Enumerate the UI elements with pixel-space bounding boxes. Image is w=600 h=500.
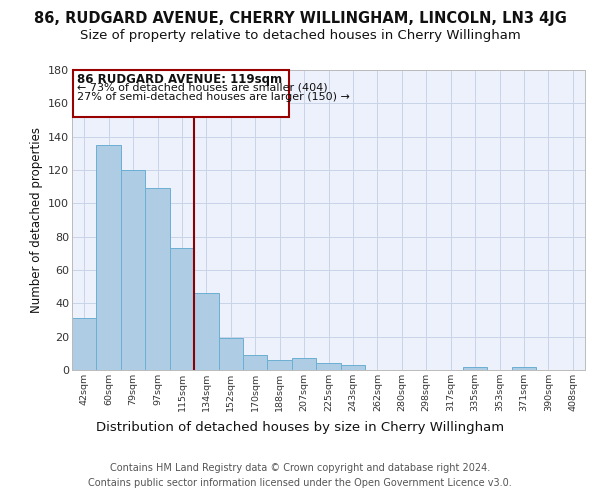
Bar	[97, 145, 121, 370]
Text: 86, RUDGARD AVENUE, CHERRY WILLINGHAM, LINCOLN, LN3 4JG: 86, RUDGARD AVENUE, CHERRY WILLINGHAM, L…	[34, 12, 566, 26]
Text: 86 RUDGARD AVENUE: 119sqm: 86 RUDGARD AVENUE: 119sqm	[77, 74, 282, 86]
Text: Distribution of detached houses by size in Cherry Willingham: Distribution of detached houses by size …	[96, 421, 504, 434]
Bar	[463, 366, 487, 370]
Y-axis label: Number of detached properties: Number of detached properties	[29, 127, 43, 313]
Bar	[145, 188, 170, 370]
Text: Contains HM Land Registry data © Crown copyright and database right 2024.
Contai: Contains HM Land Registry data © Crown c…	[88, 462, 512, 487]
Bar	[512, 366, 536, 370]
Text: Size of property relative to detached houses in Cherry Willingham: Size of property relative to detached ho…	[80, 29, 520, 42]
Text: ← 73% of detached houses are smaller (404): ← 73% of detached houses are smaller (40…	[77, 82, 328, 92]
Bar	[243, 355, 268, 370]
Bar	[268, 360, 292, 370]
Bar	[316, 364, 341, 370]
Bar	[292, 358, 316, 370]
Bar	[218, 338, 243, 370]
Bar	[121, 170, 145, 370]
FancyBboxPatch shape	[73, 70, 289, 116]
Text: 27% of semi-detached houses are larger (150) →: 27% of semi-detached houses are larger (…	[77, 92, 350, 102]
Bar	[72, 318, 97, 370]
Bar	[194, 294, 218, 370]
Bar	[170, 248, 194, 370]
Bar	[341, 365, 365, 370]
